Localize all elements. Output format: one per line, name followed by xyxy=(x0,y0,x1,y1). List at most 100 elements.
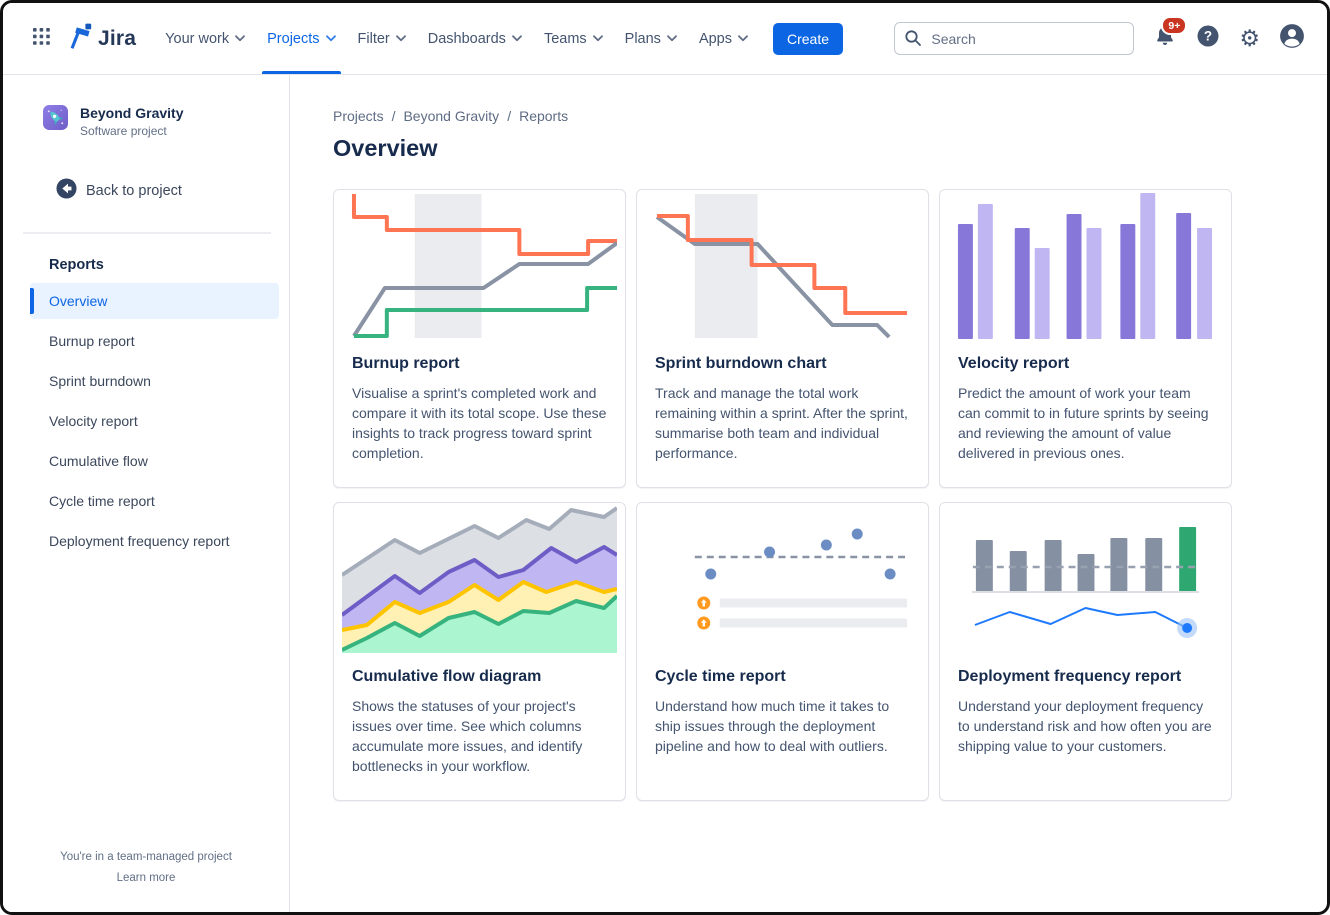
report-card-cumulative-flow-diagram[interactable]: Cumulative flow diagram Shows the statuse… xyxy=(333,502,626,801)
gear-icon: ⚙ xyxy=(1239,25,1260,52)
page-title: Overview xyxy=(333,135,438,161)
breadcrumb-beyond-gravity[interactable]: Beyond Gravity xyxy=(403,108,500,124)
nav-item-projects[interactable]: Projects xyxy=(256,3,346,74)
app-switcher-button[interactable] xyxy=(27,22,56,56)
back-arrow-icon xyxy=(56,178,77,204)
team-managed-note: You're in a team-managed project xyxy=(60,851,232,863)
notifications-button[interactable]: 9+ xyxy=(1153,16,1188,53)
create-button[interactable]: Create xyxy=(773,22,844,55)
profile-button[interactable] xyxy=(1279,23,1305,54)
nav-item-plans[interactable]: Plans xyxy=(614,3,688,74)
reports-nav-list: Overview Burnup report Sprint burndown Velo… xyxy=(3,283,289,561)
chevron-down-icon xyxy=(738,35,748,42)
breadcrumb: Projects / Beyond Gravity / Reports xyxy=(333,108,1327,124)
sidebar-item-sprint-burndown[interactable]: Sprint burndown xyxy=(49,373,151,389)
card-text: Deployment frequency report Understand yo… xyxy=(940,653,1231,780)
breadcrumb-separator: / xyxy=(391,108,396,124)
nav-item-your-work[interactable]: Your work xyxy=(154,3,256,74)
jira-home-link[interactable]: Jira xyxy=(66,23,136,54)
help-button[interactable]: ? xyxy=(1196,24,1220,53)
card-thumbnail-cycle-time-report xyxy=(637,503,928,653)
card-description: Understand your deployment frequency to … xyxy=(958,698,1212,754)
nav-item-dashboards[interactable]: Dashboards xyxy=(417,3,533,74)
chevron-down-icon xyxy=(667,35,677,42)
card-description: Understand how much time it takes to shi… xyxy=(655,698,890,754)
sidebar-divider xyxy=(23,232,271,234)
report-card-sprint-burndown-chart[interactable]: Sprint burndown chart Track and manage th… xyxy=(636,189,929,488)
nav-item-label: Projects xyxy=(267,30,320,47)
report-card-velocity-report[interactable]: Velocity report Predict the amount of wor… xyxy=(939,189,1232,488)
nav-item-label: Filter xyxy=(357,30,390,47)
chevron-down-icon xyxy=(512,35,522,42)
sidebar-item-cycle-time-report[interactable]: Cycle time report xyxy=(49,493,155,509)
project-name: Beyond Gravity xyxy=(80,105,184,121)
sidebar-footer: You're in a team-managed project Learn m… xyxy=(3,851,289,884)
card-text: Cumulative flow diagram Shows the statuse… xyxy=(334,653,625,800)
report-card-cycle-time-report[interactable]: Cycle time report Understand how much tim… xyxy=(636,502,929,801)
card-thumbnail-deployment-frequency-report xyxy=(940,503,1231,653)
nav-item-label: Apps xyxy=(698,30,732,47)
card-title: Deployment frequency report xyxy=(958,668,1182,685)
card-thumbnail-cumulative-flow-diagram xyxy=(334,503,625,653)
sidebar-item-deployment-frequency-report[interactable]: Deployment frequency report xyxy=(49,533,230,549)
global-search xyxy=(894,22,1135,55)
top-navigation: Jira Your work Projects Filter Dashboards Te… xyxy=(3,3,1327,75)
report-card-deployment-frequency-report[interactable]: Deployment frequency report Understand yo… xyxy=(939,502,1232,801)
project-sidebar: Beyond Gravity Software project Back to … xyxy=(3,75,290,912)
nav-item-filter[interactable]: Filter xyxy=(347,3,417,74)
breadcrumb-reports[interactable]: Reports xyxy=(519,108,569,124)
chevron-down-icon xyxy=(235,35,246,42)
project-header: Beyond Gravity Software project xyxy=(3,75,289,138)
jira-logo-icon xyxy=(66,23,92,54)
card-thumbnail-velocity-report xyxy=(940,190,1231,340)
settings-button[interactable]: ⚙ xyxy=(1239,27,1260,51)
card-description: Visualise a sprint's completed work and … xyxy=(352,385,607,461)
chevron-down-icon xyxy=(325,35,336,42)
report-cards-grid: Burnup report Visualise a sprint's comple… xyxy=(333,189,1327,801)
nav-item-apps[interactable]: Apps xyxy=(688,3,759,74)
sidebar-item-velocity-report[interactable]: Velocity report xyxy=(49,413,138,429)
back-to-project-label: Back to project xyxy=(86,183,182,199)
card-title: Burnup report xyxy=(352,355,460,372)
card-thumbnail-burnup-report xyxy=(334,190,625,340)
card-description: Track and manage the total work remainin… xyxy=(655,385,908,461)
nav-item-label: Teams xyxy=(543,30,587,47)
card-title: Cumulative flow diagram xyxy=(352,668,542,685)
nav-item-label: Dashboards xyxy=(427,30,506,47)
brand-text: Jira xyxy=(98,26,137,50)
card-description: Shows the statuses of your project's iss… xyxy=(352,698,583,774)
svg-text:?: ? xyxy=(1204,29,1212,44)
help-icon: ? xyxy=(1196,24,1220,53)
card-title: Velocity report xyxy=(958,355,1070,372)
card-description: Predict the amount of work your team can… xyxy=(958,385,1209,461)
nav-item-label: Plans xyxy=(624,30,661,47)
sidebar-item-cumulative-flow[interactable]: Cumulative flow xyxy=(49,453,148,469)
reports-section-title: Reports xyxy=(49,257,104,273)
avatar-icon xyxy=(1279,23,1305,54)
nav-item-label: Your work xyxy=(165,30,230,47)
main-content: Projects / Beyond Gravity / Reports Overview… xyxy=(290,75,1327,912)
back-to-project-link[interactable]: Back to project xyxy=(56,178,289,204)
card-text: Burnup report Visualise a sprint's comple… xyxy=(334,340,625,487)
report-card-burnup-report[interactable]: Burnup report Visualise a sprint's comple… xyxy=(333,189,626,488)
card-text: Velocity report Predict the amount of wor… xyxy=(940,340,1231,487)
breadcrumb-projects[interactable]: Projects xyxy=(333,108,384,124)
breadcrumb-separator: / xyxy=(507,108,512,124)
app-grid-icon xyxy=(33,27,50,50)
sidebar-item-burnup-report[interactable]: Burnup report xyxy=(49,333,135,349)
notification-count-badge: 9+ xyxy=(1161,16,1188,35)
card-text: Sprint burndown chart Track and manage th… xyxy=(637,340,928,487)
sidebar-item-overview[interactable]: Overview xyxy=(30,283,279,319)
nav-item-teams[interactable]: Teams xyxy=(533,3,614,74)
project-avatar-rocket-icon xyxy=(43,105,68,130)
card-title: Cycle time report xyxy=(655,668,786,685)
chevron-down-icon xyxy=(395,35,406,42)
card-title: Sprint burndown chart xyxy=(655,355,827,372)
search-input[interactable] xyxy=(894,22,1135,55)
card-text: Cycle time report Understand how much tim… xyxy=(637,653,928,780)
chevron-down-icon xyxy=(592,35,603,42)
card-thumbnail-sprint-burndown-chart xyxy=(637,190,928,340)
learn-more-link[interactable]: Learn more xyxy=(116,872,176,884)
project-type: Software project xyxy=(80,124,167,138)
